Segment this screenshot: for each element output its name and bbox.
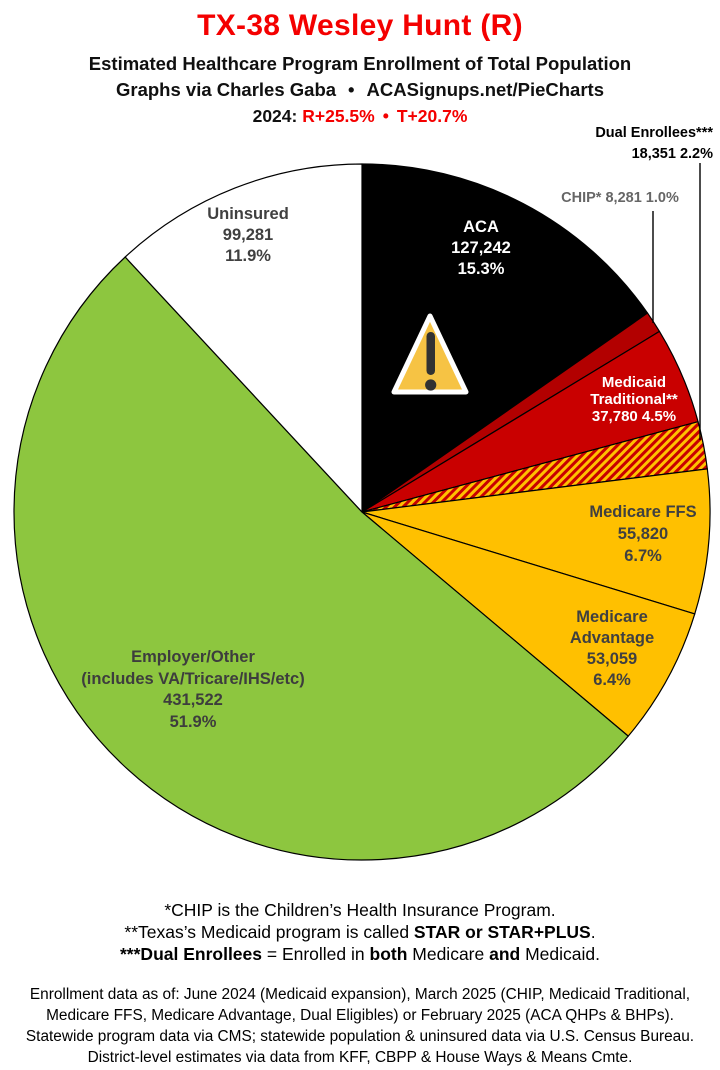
adv-name-1: Medicare bbox=[576, 608, 648, 626]
pie-slice-employer-other bbox=[13, 256, 629, 861]
footnotes-block: *CHIP is the Children’s Health Insurance… bbox=[0, 899, 720, 965]
employer-name-2: (includes VA/Tricare/IHS/etc) bbox=[81, 669, 305, 688]
partisan-lean-line: 2024: R+25.5% • T+20.7% bbox=[0, 106, 720, 127]
employer-name-1: Employer/Other bbox=[131, 648, 255, 666]
source-line-4: District-level estimates via data from K… bbox=[87, 1049, 633, 1066]
exclamation-dot bbox=[425, 379, 437, 391]
adv-percent: 6.4% bbox=[593, 671, 631, 689]
employer-percent: 51.9% bbox=[169, 712, 217, 731]
ffs-name: Medicare FFS bbox=[589, 503, 697, 521]
aca-name: ACA bbox=[463, 218, 499, 236]
medicaid-traditional-slice-label: Medicaid Traditional** 37,780 4.5% bbox=[544, 374, 720, 425]
data-source-block: Enrollment data as of: June 2024 (Medica… bbox=[0, 984, 720, 1068]
pie-slice-aca bbox=[361, 163, 649, 513]
pie-slice-medicare-ffs bbox=[361, 468, 711, 615]
employer-other-slice-label: Employer/Other (includes VA/Tricare/IHS/… bbox=[43, 647, 343, 733]
chart-subtitle: Estimated Healthcare Program Enrollment … bbox=[88, 53, 632, 74]
warning-icon bbox=[391, 313, 469, 395]
dual-enrollees-callout-label: Dual Enrollees*** 18,351 2.2% bbox=[468, 123, 713, 165]
pie-slice-uninsured bbox=[124, 163, 363, 513]
adv-value: 53,059 bbox=[586, 650, 638, 668]
source-line-1: Enrollment data as of: June 2024 (Medica… bbox=[29, 986, 691, 1003]
ffs-percent: 6.7% bbox=[624, 547, 662, 565]
credit-line: Graphs via Charles Gaba • ACASignups.net/P… bbox=[0, 79, 720, 101]
uninsured-slice-label: Uninsured 99,281 11.9% bbox=[168, 204, 328, 267]
pie-slices-group bbox=[13, 163, 711, 861]
source-line-3: Statewide program data via CMS; statewid… bbox=[25, 1028, 695, 1045]
medicare-ffs-slice-label: Medicare FFS 55,820 6.7% bbox=[543, 501, 720, 567]
credit-site: ACASignups.net/PieCharts bbox=[366, 79, 604, 100]
medicare-advantage-slice-label: Medicare Advantage 53,059 6.4% bbox=[512, 607, 712, 691]
ffs-value: 55,820 bbox=[617, 525, 669, 543]
medicaid-value-percent: 37,780 4.5% bbox=[591, 408, 677, 425]
pie-slice-medicare-advantage bbox=[361, 511, 696, 737]
employer-value: 431,522 bbox=[163, 691, 223, 709]
footnote-medicaid: **Texas’s Medicaid program is called STA… bbox=[124, 922, 596, 942]
aca-slice-label: ACA 127,242 15.3% bbox=[381, 217, 581, 280]
footnote-chip: *CHIP is the Children’s Health Insurance… bbox=[164, 900, 556, 920]
credit-bullet: • bbox=[348, 79, 355, 100]
dual-name: Dual Enrollees*** bbox=[595, 125, 713, 141]
uninsured-name: Uninsured bbox=[207, 205, 289, 223]
uninsured-value: 99,281 bbox=[222, 226, 274, 244]
exclamation-bar bbox=[426, 332, 435, 375]
uninsured-percent: 11.9% bbox=[225, 247, 271, 265]
aca-percent: 15.3% bbox=[457, 260, 505, 278]
aca-value: 127,242 bbox=[451, 239, 511, 257]
page-title: TX-38 Wesley Hunt (R) bbox=[197, 9, 523, 42]
medicaid-name-2: Traditional** bbox=[590, 391, 678, 408]
partisan-bullet: • bbox=[382, 106, 389, 126]
credit-author: Graphs via Charles Gaba bbox=[116, 79, 337, 100]
year-label: 2024: bbox=[252, 106, 298, 126]
footnote-dual: ***Dual Enrollees = Enrolled in both Med… bbox=[120, 944, 600, 964]
partisan-r-value: R+25.5% bbox=[302, 106, 375, 126]
source-line-2: Medicare FFS, Medicare Advantage, Dual E… bbox=[46, 1007, 674, 1024]
dual-value-percent: 18,351 2.2% bbox=[631, 146, 713, 162]
chip-callout-label: CHIP* 8,281 1.0% bbox=[561, 190, 679, 206]
partisan-t-value: T+20.7% bbox=[396, 106, 468, 126]
adv-name-2: Advantage bbox=[569, 629, 655, 647]
medicaid-name-1: Medicaid bbox=[601, 374, 667, 391]
